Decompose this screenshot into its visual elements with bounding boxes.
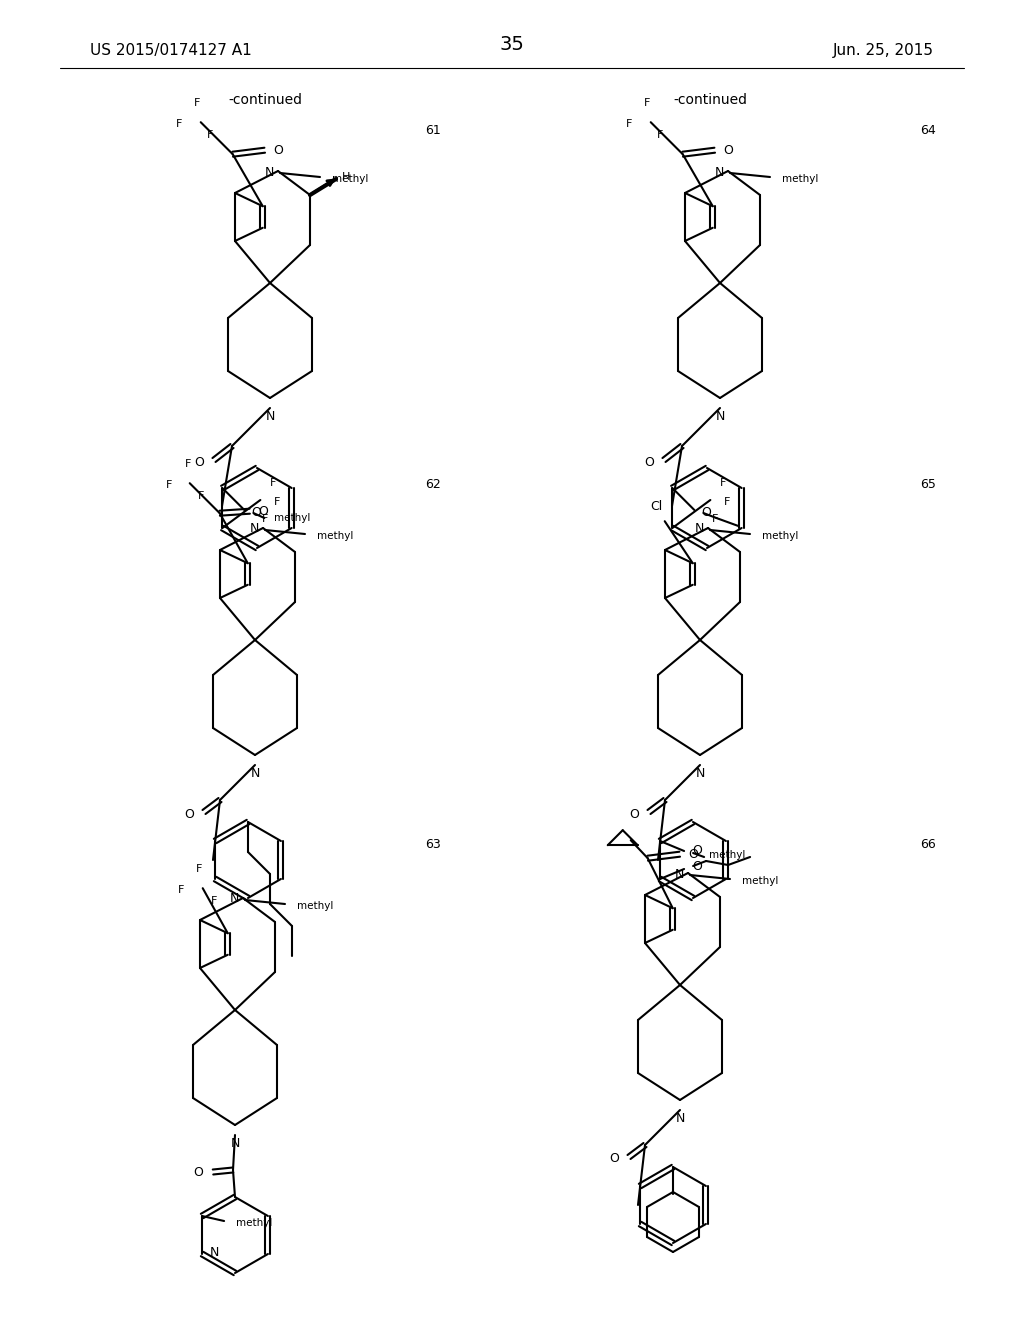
Text: O: O [259, 504, 268, 517]
Text: F: F [166, 480, 173, 490]
Text: N: N [250, 523, 259, 536]
Text: O: O [273, 144, 284, 157]
Text: -continued: -continued [673, 92, 746, 107]
Text: 64: 64 [920, 124, 936, 136]
Text: O: O [184, 808, 194, 821]
Text: F: F [198, 491, 204, 502]
Text: 66: 66 [920, 838, 936, 851]
Text: F: F [720, 478, 727, 488]
Text: Jun. 25, 2015: Jun. 25, 2015 [833, 42, 934, 58]
Text: N: N [716, 411, 725, 422]
Text: O: O [194, 1166, 203, 1179]
Text: F: F [184, 459, 190, 469]
Text: O: O [251, 506, 261, 519]
Text: methyl: methyl [237, 1218, 272, 1228]
Text: O: O [644, 455, 654, 469]
Text: methyl: methyl [709, 850, 745, 861]
Text: N: N [675, 867, 684, 880]
Text: -continued: -continued [228, 92, 302, 107]
Text: N: N [715, 165, 724, 178]
Text: F: F [270, 478, 276, 488]
Text: N: N [250, 767, 260, 780]
Text: O: O [692, 845, 702, 858]
Text: methyl: methyl [274, 513, 310, 523]
Text: F: F [211, 896, 217, 907]
Text: N: N [675, 1111, 685, 1125]
Text: methyl: methyl [782, 174, 818, 183]
Text: O: O [724, 144, 733, 157]
Text: F: F [178, 886, 184, 895]
Text: 61: 61 [425, 124, 440, 136]
Text: F: F [176, 119, 182, 129]
Text: O: O [195, 455, 204, 469]
Text: US 2015/0174127 A1: US 2015/0174127 A1 [90, 42, 252, 58]
Text: N: N [265, 411, 274, 422]
Text: methyl: methyl [742, 876, 778, 886]
Text: N: N [230, 1137, 240, 1150]
Text: N: N [264, 165, 274, 178]
Text: F: F [274, 498, 281, 507]
Text: methyl: methyl [762, 531, 799, 541]
Text: F: F [207, 131, 213, 140]
Text: F: F [262, 513, 268, 524]
Text: O: O [701, 506, 712, 519]
Text: methyl: methyl [317, 531, 353, 541]
Text: 35: 35 [500, 34, 524, 54]
Text: F: F [643, 98, 650, 108]
Text: N: N [210, 1246, 219, 1258]
Text: O: O [609, 1152, 618, 1166]
Text: N: N [695, 767, 705, 780]
Text: O: O [692, 861, 702, 874]
Text: F: F [656, 131, 664, 140]
Text: F: F [724, 498, 731, 507]
Text: 65: 65 [920, 479, 936, 491]
Text: N: N [694, 523, 705, 536]
Text: F: F [627, 119, 633, 129]
Text: F: F [713, 513, 719, 524]
Text: F: F [196, 865, 202, 874]
Text: O: O [689, 847, 698, 861]
Text: O: O [629, 808, 639, 821]
Text: H: H [342, 172, 350, 182]
Text: 63: 63 [425, 838, 440, 851]
Text: F: F [194, 98, 200, 108]
Text: Cl: Cl [650, 500, 663, 513]
Text: N: N [229, 892, 239, 906]
Text: 62: 62 [425, 479, 440, 491]
Text: methyl: methyl [332, 174, 369, 183]
Text: methyl: methyl [297, 902, 334, 911]
